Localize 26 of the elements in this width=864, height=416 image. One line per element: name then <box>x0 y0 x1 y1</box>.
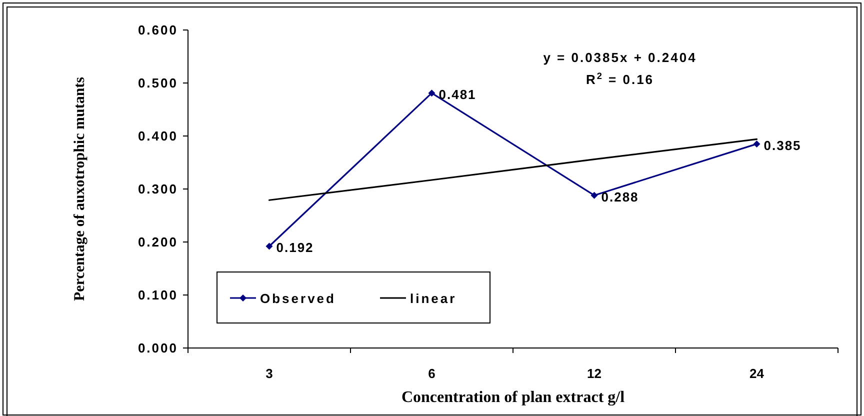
y-tick-label: 0.600 <box>138 22 178 38</box>
data-label: 0.385 <box>764 138 802 153</box>
point <box>266 242 273 250</box>
data-label: 0.288 <box>601 189 639 204</box>
y-tick-label: 0.300 <box>138 182 178 196</box>
legend-label: linear <box>410 291 457 306</box>
y-tick-label: 0.200 <box>138 234 178 250</box>
y-tick-label: 0.400 <box>138 128 178 144</box>
x-tick-label: 12 <box>587 366 602 381</box>
data-label: 0.481 <box>438 87 476 102</box>
point <box>428 90 436 97</box>
annotation: y = 0.0385x + 0.2404 <box>543 50 697 65</box>
point <box>753 140 760 148</box>
point <box>590 192 598 199</box>
data-label: 0.192 <box>276 240 314 256</box>
x-axis-title: Concentration of plan extract g/l <box>401 389 626 406</box>
x-tick-label: 6 <box>428 366 436 381</box>
y-axis-title: Percentage of auxotrophic mutants <box>72 76 88 302</box>
annotation: R$^{2}$ = 0.16 <box>586 71 654 87</box>
line-series <box>268 138 758 201</box>
legend-label: Observed <box>260 291 336 306</box>
y-tick-label: 0.500 <box>138 76 178 90</box>
y-tick-label: 0.100 <box>138 288 178 302</box>
x-tick-label: 3 <box>266 366 273 381</box>
y-tick-label: 0.000 <box>138 340 178 356</box>
x-tick-label: 24 <box>750 366 765 381</box>
